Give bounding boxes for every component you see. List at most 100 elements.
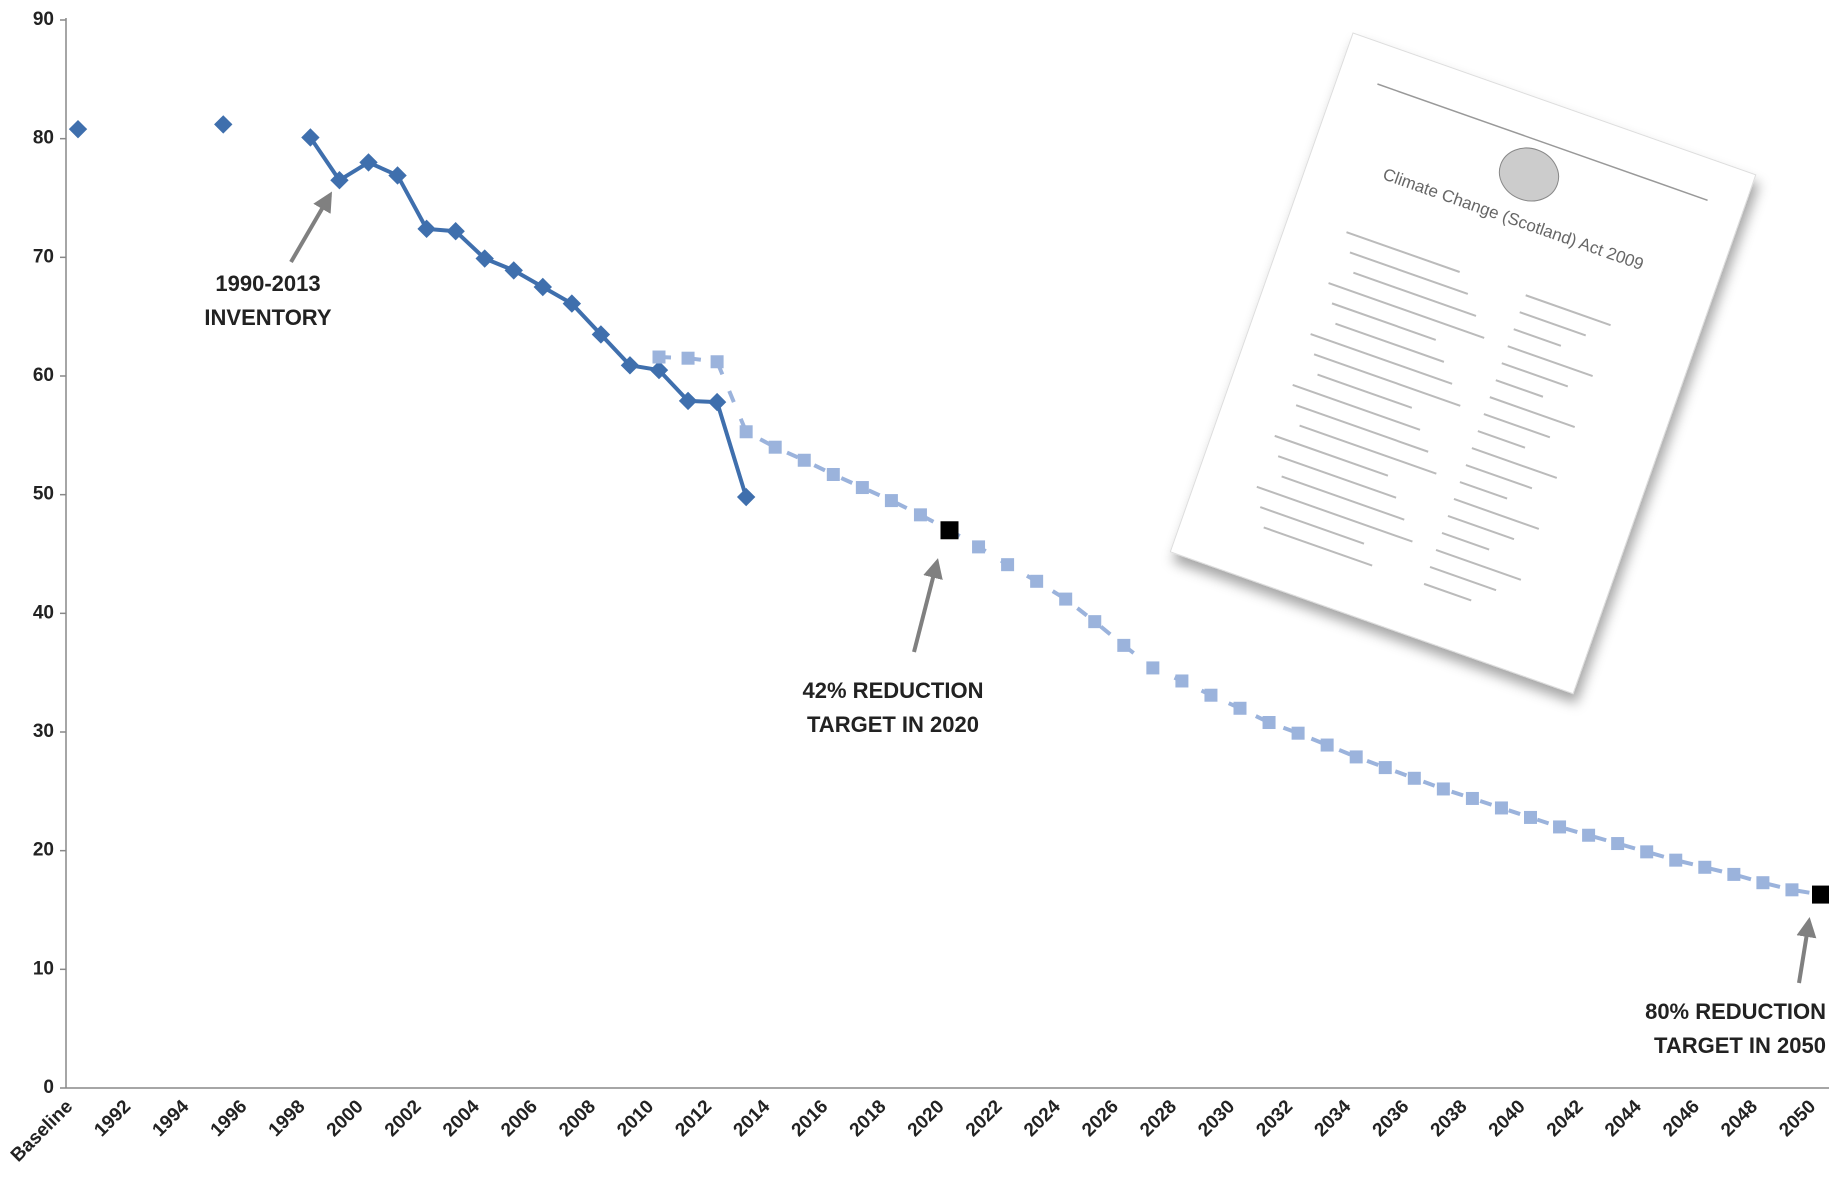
x-tick-label: 2026 (1078, 1096, 1123, 1141)
x-tick-label: 2036 (1369, 1096, 1414, 1141)
marker-diamond (214, 115, 233, 134)
doc-text-line (1281, 475, 1405, 521)
marker-diamond (301, 128, 320, 147)
marker-diamond (533, 277, 552, 297)
marker-diamond (562, 294, 582, 313)
doc-text-line (1277, 455, 1397, 499)
doc-text-line (1483, 413, 1551, 439)
marker-square (1669, 853, 1683, 867)
x-tick-label: 2016 (788, 1096, 833, 1141)
doc-text-line (1328, 282, 1485, 339)
x-tick-label: 2024 (1020, 1096, 1065, 1141)
marker-square (1465, 791, 1479, 805)
x-tick-label: 1992 (90, 1096, 135, 1141)
x-tick-label: 1998 (265, 1096, 310, 1141)
doc-text-line (1525, 294, 1611, 327)
marker-diamond (649, 360, 669, 380)
y-tick-label: 90 (33, 9, 54, 30)
marker-diamond (504, 261, 523, 280)
doc-text-line (1274, 434, 1389, 477)
x-tick-label: 2008 (555, 1096, 600, 1141)
x-tick-label: Baseline (7, 1096, 77, 1166)
doc-text-line (1489, 396, 1576, 428)
crest (1498, 147, 1560, 202)
marker-diamond (417, 219, 436, 239)
marker-square (1291, 726, 1305, 740)
annotation: TARGET IN 2050 (1654, 1033, 1826, 1058)
marker-target (1812, 885, 1829, 904)
marker-square (884, 494, 898, 508)
y-tick-label: 40 (33, 602, 54, 623)
x-tick-label: 2032 (1252, 1096, 1297, 1141)
marker-square (1088, 615, 1102, 629)
marker-square (768, 440, 782, 454)
marker-square (1698, 860, 1712, 874)
doc-text-line (1346, 231, 1461, 273)
x-tick-label: 2010 (613, 1096, 658, 1141)
doc-text-line (1310, 333, 1453, 385)
y-tick-label: 30 (33, 721, 54, 742)
doc-text-line (1441, 532, 1490, 551)
marker-diamond (68, 119, 88, 139)
x-tick-label: 2048 (1717, 1096, 1762, 1141)
doc-text-line (1465, 464, 1533, 490)
x-tick-label: 2018 (846, 1096, 891, 1141)
y-tick-label: 10 (33, 958, 54, 979)
doc-text-line (1435, 548, 1522, 581)
doc-text-line (1299, 424, 1437, 475)
marker-square (1059, 592, 1073, 606)
doc-text-line (1263, 526, 1373, 567)
x-tick-label: 2044 (1601, 1096, 1646, 1141)
marker-square (1494, 801, 1508, 815)
marker-square (681, 351, 695, 365)
y-tick-label: 20 (33, 840, 54, 861)
doc-text-line (1459, 481, 1508, 500)
marker-square (1553, 820, 1567, 834)
doc-text-line (1447, 515, 1515, 541)
document-lines (1256, 231, 1611, 602)
marker-target (940, 521, 959, 540)
doc-text-line (1519, 311, 1587, 337)
marker-square (1349, 750, 1363, 764)
doc-rule (1377, 83, 1708, 201)
marker-square (652, 350, 666, 364)
x-tick-label: 2050 (1775, 1096, 1820, 1141)
y-tick-label: 70 (33, 246, 54, 267)
doc-text-line (1295, 404, 1429, 453)
x-tick-label: 2012 (671, 1096, 716, 1141)
marker-square (1030, 574, 1044, 588)
series-line (308, 136, 749, 498)
marker-square (1320, 738, 1334, 752)
marker-diamond (678, 391, 698, 411)
marker-diamond (475, 249, 494, 268)
doc-text-line (1335, 322, 1445, 363)
doc-text-line (1313, 353, 1461, 407)
marker-diamond (620, 356, 640, 375)
marker-square (1756, 876, 1770, 890)
marker-square (1175, 674, 1189, 688)
marker-square (1785, 883, 1799, 897)
annotation: 42% REDUCTION (803, 678, 984, 703)
marker-square (855, 481, 869, 495)
marker-square (826, 467, 840, 481)
annotation: TARGET IN 2020 (807, 712, 979, 737)
marker-square (913, 508, 927, 522)
inset-document: Climate Change (Scotland) Act 2009 (1169, 32, 1757, 695)
marker-square (797, 453, 811, 467)
x-tick-label: 2004 (439, 1096, 484, 1141)
x-tick-label: 2002 (381, 1096, 426, 1141)
y-tick-label: 0 (43, 1077, 54, 1098)
x-tick-label: 1996 (207, 1096, 252, 1141)
doc-text-line (1423, 582, 1472, 602)
marker-square (1001, 558, 1015, 572)
marker-diamond (736, 487, 756, 507)
doc-text-line (1513, 328, 1562, 347)
marker-square (972, 540, 986, 554)
doc-text-line (1471, 447, 1558, 479)
x-tick-label: 2030 (1194, 1096, 1239, 1141)
marker-square (1378, 761, 1392, 775)
marker-square (1233, 701, 1247, 715)
x-tick-label: 2046 (1659, 1096, 1704, 1141)
doc-text-line (1495, 379, 1544, 398)
doc-text-line (1477, 430, 1526, 449)
